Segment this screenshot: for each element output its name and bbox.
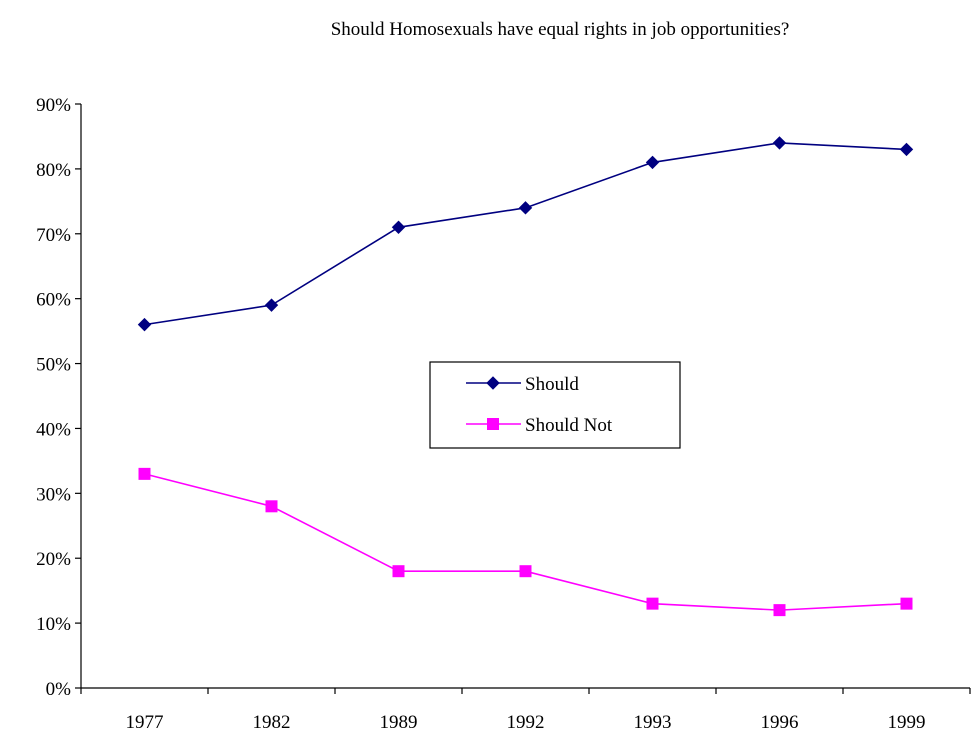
data-point-should xyxy=(772,136,787,150)
x-tick-label: 1977 xyxy=(126,712,164,733)
y-tick-label: 60% xyxy=(36,290,71,311)
x-tick-label: 1999 xyxy=(888,712,926,733)
series-line-should xyxy=(144,142,907,326)
data-point-should-not xyxy=(265,500,278,513)
series-line-should-not xyxy=(144,473,907,611)
data-point-should xyxy=(518,201,533,215)
legend-box xyxy=(429,361,681,449)
y-tick-label: 90% xyxy=(36,95,71,116)
data-point-should-not xyxy=(773,604,786,617)
y-tick-label: 80% xyxy=(36,160,71,181)
data-point-should-not xyxy=(519,565,532,578)
x-tick-label: 1992 xyxy=(507,712,545,733)
axes: 0% 10% 20% 30% 40% 50% 60% 70% 80% 90% 1977 1982 198… xyxy=(36,95,971,733)
legend-label-should-not: Should Not xyxy=(525,415,613,436)
data-point-should xyxy=(137,317,152,332)
series-should-not xyxy=(138,467,913,617)
data-point-should-not xyxy=(392,565,405,578)
data-point-should xyxy=(391,220,406,234)
data-point-should xyxy=(645,155,660,170)
data-point-should xyxy=(264,298,279,312)
legend-item-should: Should xyxy=(466,374,579,395)
x-tick-label: 1982 xyxy=(253,712,291,733)
y-tick-label: 30% xyxy=(36,484,71,505)
data-point-should-not xyxy=(900,597,913,610)
y-tick-label: 20% xyxy=(36,549,71,570)
data-point-should-not xyxy=(138,467,151,480)
x-tick-label: 1996 xyxy=(761,712,799,733)
x-tick-label: 1989 xyxy=(380,712,418,733)
series-should xyxy=(137,136,914,332)
y-tick-label: 50% xyxy=(36,355,71,376)
chart-title: Should Homosexuals have equal rights in … xyxy=(331,19,790,40)
legend: Should Should Not xyxy=(429,361,681,449)
legend-marker-should xyxy=(486,376,500,390)
series-layer xyxy=(137,136,914,617)
y-tick-label: 70% xyxy=(36,225,71,246)
y-tick-label: 40% xyxy=(36,419,71,440)
legend-item-should-not: Should Not xyxy=(466,415,613,436)
x-tick-label: 1993 xyxy=(634,712,672,733)
legend-marker-should-not xyxy=(487,418,499,430)
data-point-should xyxy=(899,142,914,157)
legend-label-should: Should xyxy=(525,374,579,395)
y-tick-label: 10% xyxy=(36,614,71,635)
data-point-should-not xyxy=(646,597,659,610)
y-tick-label: 0% xyxy=(46,679,72,700)
